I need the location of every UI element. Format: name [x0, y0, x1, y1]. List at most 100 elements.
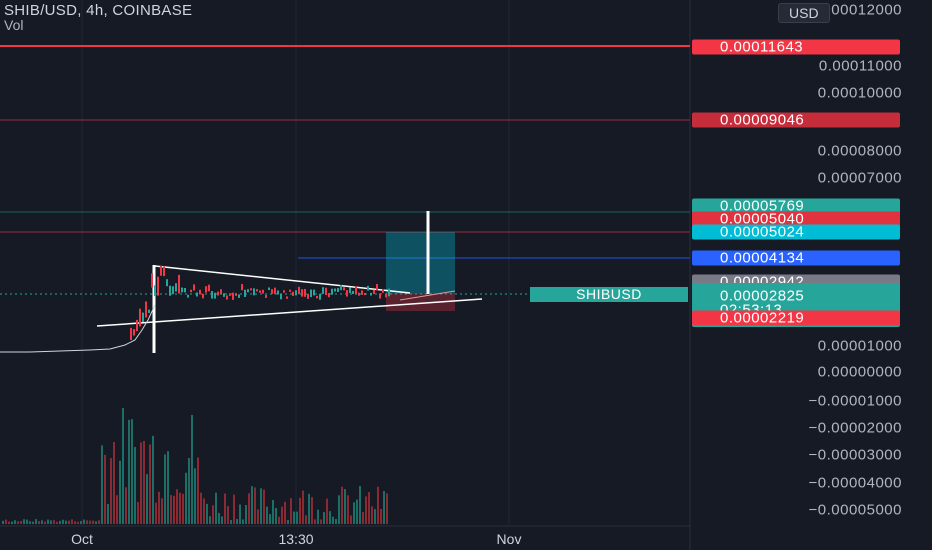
volume-bar — [74, 521, 76, 524]
volume-bar — [215, 492, 217, 524]
volume-bar — [302, 490, 304, 524]
volume-bar — [113, 442, 115, 524]
volume-bar — [296, 511, 298, 524]
y-axis-label: 0.00000000 — [817, 363, 902, 381]
candle — [199, 289, 201, 295]
candle — [352, 290, 354, 294]
volume-bar — [152, 435, 154, 524]
symbol-badge[interactable]: SHIBUSD — [530, 287, 688, 302]
y-axis-label: −0.00003000 — [808, 446, 902, 464]
candle — [187, 294, 189, 298]
volume-bar — [212, 505, 214, 524]
candle — [169, 285, 171, 296]
volume-bar — [281, 506, 283, 524]
y-axis-label: −0.00005000 — [808, 501, 902, 519]
price-tag-red-level[interactable]: 0.00005040 — [692, 211, 900, 227]
volume-bar — [14, 520, 16, 524]
candle — [238, 294, 240, 298]
price-tag-resistance-top[interactable]: 0.00011643 — [692, 39, 900, 55]
y-axis-label: 0.00012000 — [817, 1, 902, 19]
y-axis-label: −0.00004000 — [808, 474, 902, 492]
volume-bar — [149, 444, 151, 524]
volume-bar — [287, 519, 289, 524]
volume-bar — [260, 488, 262, 524]
x-axis-label-oct: Oct — [71, 531, 93, 547]
volume-bar — [377, 486, 379, 524]
volume-bar — [386, 493, 388, 524]
candle — [202, 293, 204, 299]
volume-bar — [95, 521, 97, 524]
volume-indicator-label[interactable]: Vol — [4, 17, 24, 33]
currency-button[interactable]: USD — [778, 3, 830, 23]
volume-bar — [68, 520, 70, 524]
triangle-lower-trendline[interactable] — [96, 298, 483, 327]
volume-bar — [83, 519, 85, 524]
volume-bar — [131, 419, 133, 524]
volume-bar — [236, 518, 238, 524]
candle — [313, 289, 315, 296]
price-tag-cyan-level[interactable]: 0.00005024 — [692, 224, 900, 240]
price-tag-resistance-2[interactable]: 0.00009046 — [692, 112, 900, 128]
candle — [175, 283, 177, 292]
volume-bar — [356, 499, 358, 524]
volume-bar — [308, 493, 310, 524]
price-tag-stop-level[interactable]: 0.00002219 — [692, 310, 900, 326]
volume-bar — [128, 419, 130, 524]
volume-bar — [119, 460, 121, 524]
volume-bar — [2, 520, 4, 524]
volume-bar — [59, 520, 61, 524]
y-axis-label: 0.00007000 — [817, 169, 902, 187]
candle — [331, 288, 333, 295]
volume-bar — [224, 493, 226, 524]
y-axis-label: −0.00002000 — [808, 419, 902, 437]
candle — [250, 288, 252, 291]
candle — [370, 292, 372, 296]
position-target-zone[interactable] — [386, 232, 455, 294]
price-flat-line — [0, 304, 156, 353]
volume-bar — [170, 495, 172, 524]
volume-bar — [161, 498, 163, 524]
volume-bar — [221, 516, 223, 524]
volume-bar — [248, 493, 250, 524]
volume-bar — [50, 520, 52, 524]
volume-bar — [374, 509, 376, 524]
volume-bar — [8, 521, 10, 524]
volume-bar — [146, 474, 148, 524]
candle — [241, 284, 243, 291]
volume-bar — [44, 521, 46, 524]
candle — [142, 312, 144, 322]
candle — [244, 289, 246, 297]
volume-bar — [272, 499, 274, 524]
price-tag-green-level[interactable]: 0.00005769 — [692, 198, 900, 214]
candle — [229, 293, 231, 296]
volume-bar — [107, 503, 109, 524]
volume-bar — [77, 521, 79, 524]
position-stop-zone[interactable] — [386, 294, 455, 311]
volume-bar — [17, 521, 19, 524]
volume-bar — [38, 520, 40, 524]
y-axis-label: 0.00008000 — [817, 142, 902, 160]
candle — [334, 288, 336, 292]
price-tag-blue-level[interactable]: 0.00004134 — [692, 250, 900, 266]
volume-bar — [332, 516, 334, 524]
volume-bar — [353, 502, 355, 524]
triangle-apex-right — [399, 290, 456, 301]
volume-bar — [275, 507, 277, 524]
volume-bar — [242, 519, 244, 524]
volume-bar — [176, 489, 178, 524]
symbol-header[interactable]: SHIB/USD, 4h, COINBASE — [4, 2, 193, 19]
volume-bar — [62, 519, 64, 524]
volume-bar — [317, 509, 319, 524]
candle — [133, 329, 135, 336]
volume-bar — [65, 520, 67, 524]
volume-bar — [53, 520, 55, 524]
volume-bar — [104, 454, 106, 524]
volume-bar — [233, 494, 235, 524]
candle — [382, 289, 384, 293]
candle — [283, 290, 285, 293]
candle — [385, 293, 387, 298]
candle — [292, 291, 294, 297]
volume-bar — [35, 519, 37, 524]
volume-bar — [278, 516, 280, 524]
